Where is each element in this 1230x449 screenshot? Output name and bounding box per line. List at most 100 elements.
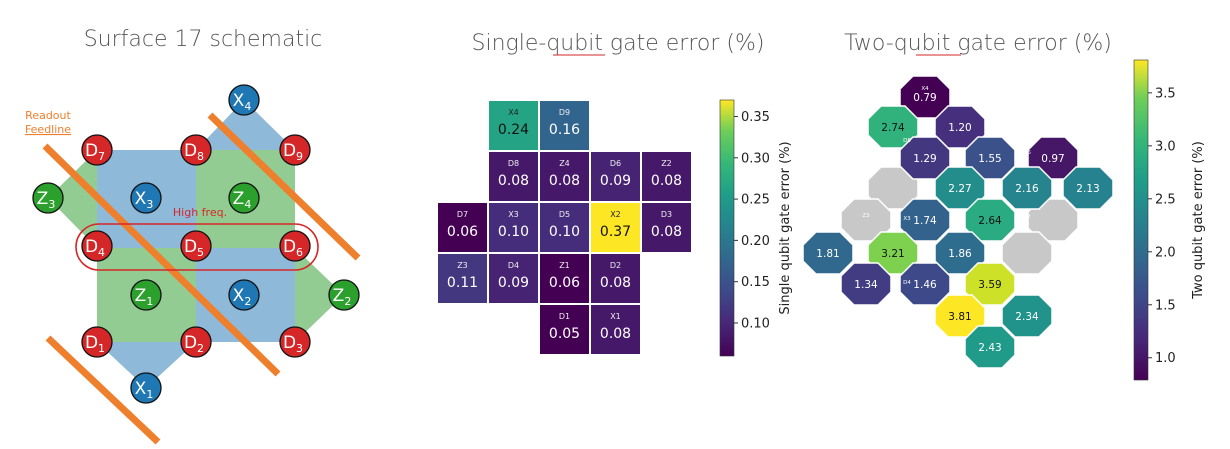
schematic-title: Surface 17 schematic	[84, 27, 323, 52]
pair-d6-x2: 2.16	[1001, 166, 1053, 210]
svg-text:0.08: 0.08	[651, 224, 682, 240]
qubit-labels: X4 D9 D8 Z4 D6 Z2 Z3 X3 D5 X2 D3 D7 D4 Z1 D2 D1 X1	[820, 86, 1085, 351]
qubit-z4: Z4	[228, 182, 260, 214]
svg-text:3.21: 3.21	[881, 248, 904, 260]
svg-text:1.86: 1.86	[948, 248, 972, 260]
svg-text:D8: D8	[508, 159, 519, 168]
svg-text:1.34: 1.34	[854, 279, 878, 291]
svg-text:X3: X3	[508, 210, 519, 219]
two-tick-5: 3.5	[1155, 86, 1176, 101]
pair-z3-d4: 1.34	[840, 262, 892, 306]
svg-text:1.29: 1.29	[913, 153, 936, 165]
svg-text:D9: D9	[283, 141, 303, 163]
pair-d2-x1: 2.34	[1001, 294, 1053, 338]
cell-d4: D4 0.09	[489, 254, 538, 303]
readout-label: Readout	[25, 109, 71, 122]
svg-text:Z3: Z3	[37, 189, 56, 211]
svg-text:D1: D1	[559, 312, 570, 321]
label-z1: Z1	[956, 280, 963, 286]
svg-text:0.10: 0.10	[549, 224, 580, 240]
single-tick-1: 0.15	[741, 275, 770, 290]
qubit-x2: X2	[228, 279, 260, 311]
svg-text:0.08: 0.08	[600, 326, 631, 342]
cell-d5: D5 0.10	[540, 203, 589, 252]
label-d1: D1	[956, 345, 964, 351]
qubit-d7: D7	[81, 134, 113, 166]
svg-text:2.16: 2.16	[1015, 183, 1039, 195]
svg-text:2.74: 2.74	[881, 122, 905, 134]
cell-d9: D9 0.16	[540, 101, 589, 150]
svg-text:0.11: 0.11	[447, 275, 478, 291]
qubit-d1: D1	[81, 326, 113, 358]
cell-x3: X3 0.10	[489, 203, 538, 252]
two-qubit-heatmap: Two-qubit gate error (%) 0.79 2.74 1.20 1.2…	[802, 31, 1206, 381]
svg-text:D8: D8	[184, 141, 204, 163]
label-x4: X4	[921, 86, 929, 92]
cell-z2: Z2 0.08	[642, 152, 691, 201]
svg-text:0.24: 0.24	[498, 122, 529, 138]
readout-feedlines	[42, 112, 361, 445]
single-tick-5: 0.35	[741, 110, 770, 125]
svg-text:0.79: 0.79	[913, 92, 936, 104]
svg-text:2.34: 2.34	[1015, 311, 1039, 323]
single-tick-0: 0.10	[741, 316, 770, 331]
svg-text:Z4: Z4	[559, 159, 570, 168]
svg-text:1.81: 1.81	[816, 248, 839, 260]
label-d4: D4	[903, 280, 911, 286]
svg-text:0.08: 0.08	[549, 173, 580, 189]
svg-text:D3: D3	[661, 210, 672, 219]
single-tick-2: 0.20	[741, 234, 770, 249]
svg-text:D6: D6	[610, 159, 621, 168]
plaquette-x1	[97, 342, 196, 388]
svg-text:D7: D7	[85, 141, 105, 163]
svg-text:D6: D6	[283, 237, 303, 259]
single-colorbar	[719, 99, 735, 357]
cell-z1: Z1 0.06	[540, 254, 589, 303]
svg-text:D2: D2	[610, 261, 621, 270]
svg-text:X2: X2	[610, 210, 621, 219]
svg-text:0.37: 0.37	[600, 224, 631, 240]
two-colorbar-label: Two qubit gate error (%)	[1191, 141, 1206, 300]
pair-d7-z3: 1.81	[802, 231, 854, 275]
feedline-label: Feedline	[25, 123, 71, 136]
single-tick-4: 0.30	[741, 151, 770, 166]
svg-text:0.08: 0.08	[498, 173, 529, 189]
svg-text:D5: D5	[559, 210, 570, 219]
high-freq-outline	[75, 223, 319, 271]
svg-text:1.55: 1.55	[978, 153, 1001, 165]
svg-text:0.08: 0.08	[600, 275, 631, 291]
qubit-d5: D5	[180, 230, 212, 262]
svg-text:0.09: 0.09	[600, 173, 631, 189]
qubit-x4: X4	[228, 84, 260, 116]
qubit-z2: Z2	[328, 279, 360, 311]
qubit-d3: D3	[279, 326, 311, 358]
cell-x1: X1 0.08	[591, 305, 640, 354]
svg-text:2.13: 2.13	[1076, 183, 1099, 195]
svg-text:X1: X1	[135, 379, 154, 401]
pair-z1-d1: 3.81	[934, 294, 986, 338]
svg-text:1.46: 1.46	[913, 279, 937, 291]
cell-d6: D6 0.09	[591, 152, 640, 201]
pair-d1-x1: 2.43	[964, 325, 1016, 369]
label-d3: D3	[1077, 213, 1085, 219]
label-x1: X1	[1023, 345, 1030, 351]
label-d9: D9	[956, 99, 964, 105]
feedline-1	[42, 143, 281, 377]
qubit-d9: D9	[279, 134, 311, 166]
svg-text:Z1: Z1	[135, 286, 154, 308]
pair-z4-d6: 1.55	[964, 136, 1016, 180]
two-colorbar	[1133, 59, 1149, 381]
label-d7: D7	[820, 214, 828, 220]
svg-text:1.20: 1.20	[948, 122, 971, 134]
cell-d8: D8 0.08	[489, 152, 538, 201]
qubit-d8: D8	[180, 134, 212, 166]
qubit-d6: D6	[279, 230, 311, 262]
svg-text:X4: X4	[233, 91, 252, 113]
cell-d1: D1 0.05	[540, 305, 589, 354]
svg-text:0.05: 0.05	[549, 326, 580, 342]
svg-text:Z2: Z2	[661, 159, 672, 168]
qubit-z1: Z1	[130, 279, 162, 311]
svg-text:D9: D9	[559, 108, 570, 117]
cell-x2: X2 0.37	[591, 203, 640, 252]
